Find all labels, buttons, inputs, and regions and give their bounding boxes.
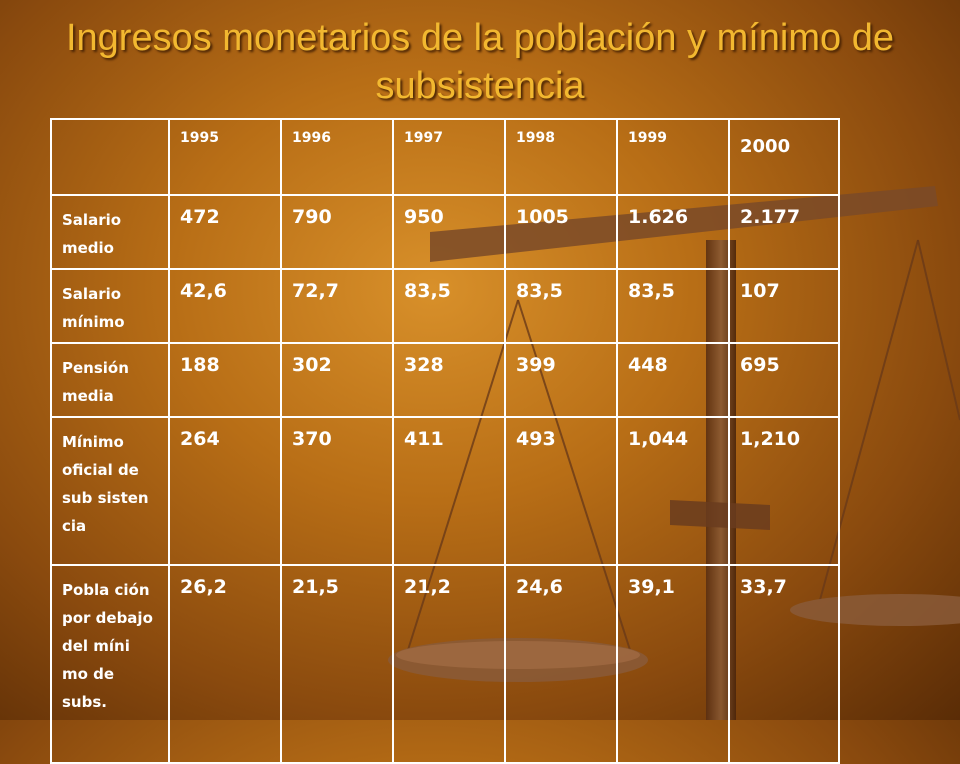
table-cell: 39,1 — [616, 564, 730, 764]
table-cell: 328 — [392, 342, 506, 418]
year-header: 2000 — [728, 118, 840, 196]
table-cell: 950 — [392, 194, 506, 270]
year-header: 1997 — [392, 118, 506, 196]
table-header-row: 1995 1996 1997 1998 1999 2000 — [50, 118, 840, 196]
income-table: 1995 1996 1997 1998 1999 2000 Salario me… — [50, 118, 840, 764]
year-header: 1996 — [280, 118, 394, 196]
table-cell: 1,210 — [728, 416, 840, 566]
table-cell: 83,5 — [392, 268, 506, 344]
table-cell: 448 — [616, 342, 730, 418]
table-cell: 83,5 — [504, 268, 618, 344]
table-row: Mínimo oficial de sub sisten cia 264 370… — [50, 416, 840, 566]
row-label: Pobla ción por debajo del míni mo de sub… — [50, 564, 170, 764]
table-cell: 493 — [504, 416, 618, 566]
table-cell: 264 — [168, 416, 282, 566]
row-label: Salario mínimo — [50, 268, 170, 344]
table-cell: 695 — [728, 342, 840, 418]
table-cell: 2.177 — [728, 194, 840, 270]
row-label: Salario medio — [50, 194, 170, 270]
table-row: Salario medio 472 790 950 1005 1.626 2.1… — [50, 194, 840, 270]
table-cell: 1005 — [504, 194, 618, 270]
table-cell: 24,6 — [504, 564, 618, 764]
year-header: 1995 — [168, 118, 282, 196]
table-cell: 21,5 — [280, 564, 394, 764]
year-header: 1999 — [616, 118, 730, 196]
table-row: Pobla ción por debajo del míni mo de sub… — [50, 564, 840, 764]
corner-cell — [50, 118, 170, 196]
table-cell: 42,6 — [168, 268, 282, 344]
table-cell: 188 — [168, 342, 282, 418]
table-cell: 33,7 — [728, 564, 840, 764]
table-cell: 472 — [168, 194, 282, 270]
table-cell: 1,044 — [616, 416, 730, 566]
row-label: Mínimo oficial de sub sisten cia — [50, 416, 170, 566]
table-cell: 83,5 — [616, 268, 730, 344]
table-cell: 107 — [728, 268, 840, 344]
table-cell: 399 — [504, 342, 618, 418]
slide-title: Ingresos monetarios de la población y mí… — [65, 17, 894, 107]
table-cell: 790 — [280, 194, 394, 270]
table-cell: 72,7 — [280, 268, 394, 344]
year-header: 1998 — [504, 118, 618, 196]
table-cell: 21,2 — [392, 564, 506, 764]
table-cell: 1.626 — [616, 194, 730, 270]
table-cell: 370 — [280, 416, 394, 566]
table-cell: 302 — [280, 342, 394, 418]
table-cell: 411 — [392, 416, 506, 566]
row-label: Pensión media — [50, 342, 170, 418]
table-row: Pensión media 188 302 328 399 448 695 — [50, 342, 840, 418]
table-cell: 26,2 — [168, 564, 282, 764]
table-row: Salario mínimo 42,6 72,7 83,5 83,5 83,5 … — [50, 268, 840, 344]
